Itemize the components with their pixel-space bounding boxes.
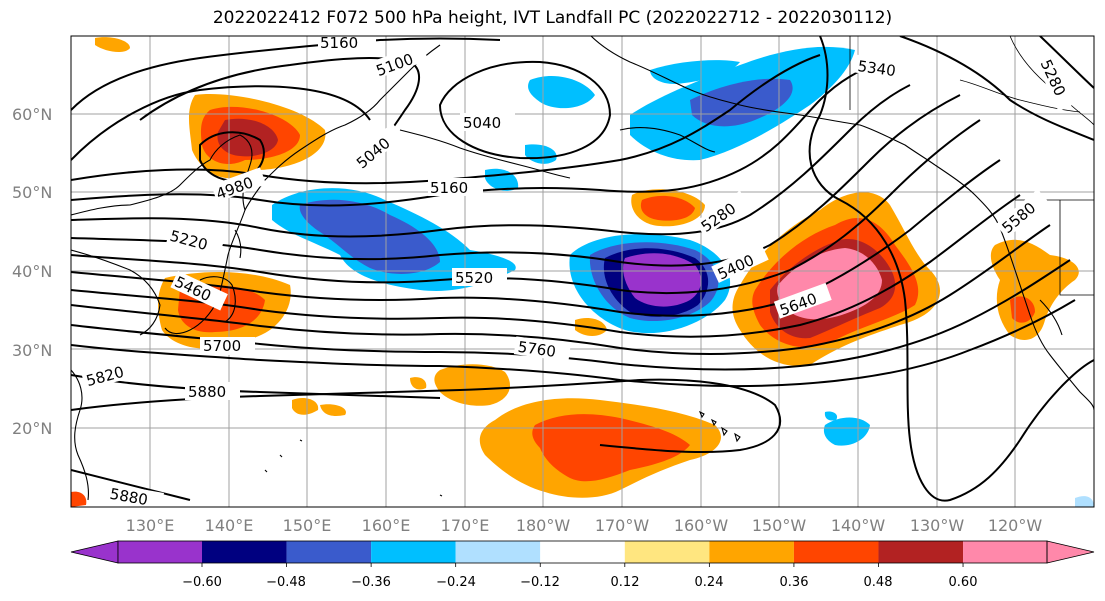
lon-label: 160°W — [674, 516, 729, 535]
colorbar-segment — [878, 541, 964, 563]
lon-label: 170°E — [441, 516, 490, 535]
map-frame — [70, 35, 1095, 508]
positive-anomaly-subtropical-1 — [434, 364, 510, 406]
colorbar-segment — [371, 541, 456, 563]
colorbar-tick-label: 0.12 — [611, 575, 640, 590]
lon-label: 150°E — [283, 516, 332, 535]
colorbar-tick-label: −0.12 — [520, 575, 560, 590]
lat-label: 40°N — [12, 262, 52, 281]
lon-label: 140°W — [831, 516, 886, 535]
contour-label: 5160 — [430, 179, 468, 197]
contour-label: 5880 — [188, 383, 226, 401]
lon-label: 180°W — [516, 516, 571, 535]
contour-label: 5880 — [108, 485, 149, 509]
colorbar-segment — [202, 541, 287, 563]
colorbar-tick-label: 0.36 — [780, 575, 809, 590]
coastlines — [71, 36, 1094, 501]
contour-label: 5040 — [463, 114, 501, 132]
lat-label: 30°N — [12, 341, 52, 360]
colorbar-tick-labels: −0.60 −0.48 −0.36 −0.24 −0.12 0.12 0.24 … — [182, 575, 977, 590]
colorbar-extend-low — [70, 540, 119, 564]
colorbar-tick-label: −0.48 — [266, 575, 306, 590]
colorbar-segment — [793, 541, 879, 563]
lon-label: 130°E — [126, 516, 175, 535]
longitude-labels: 130°E 140°E 150°E 160°E 170°E 180°W 170°… — [126, 516, 1043, 535]
map-title: 2022022412 F072 500 hPa height, IVT Land… — [212, 8, 893, 28]
lon-label: 160°E — [362, 516, 411, 535]
contour-label: 5700 — [203, 337, 241, 355]
colorbar-segment — [118, 541, 202, 563]
colorbar-segment — [963, 541, 1047, 563]
lon-label: 140°E — [205, 516, 254, 535]
colorbar-extend-high — [1046, 540, 1095, 564]
height-contours — [71, 36, 1094, 502]
colorbar-segment — [624, 541, 710, 563]
lon-label: 130°W — [910, 516, 965, 535]
lon-label: 170°W — [595, 516, 650, 535]
contour-label: 5760 — [517, 338, 557, 361]
colorbar-tick-label: 0.60 — [949, 575, 978, 590]
colorbar — [70, 540, 1095, 567]
lat-label: 60°N — [12, 105, 52, 124]
colorbar-outline — [117, 540, 1048, 564]
colorbar-segment — [540, 541, 625, 563]
colorbar-tick-label: −0.24 — [436, 575, 476, 590]
colorbar-segment — [286, 541, 372, 563]
contour-label: 5520 — [455, 269, 493, 287]
colorbar-tick-label: 0.48 — [864, 575, 893, 590]
colorbar-tick-label: 0.24 — [695, 575, 724, 590]
colorbar-tick-label: −0.60 — [182, 575, 222, 590]
colorbar-segment — [709, 541, 794, 563]
lat-label: 50°N — [12, 183, 52, 202]
latitude-labels: 20°N 30°N 40°N 50°N 60°N — [12, 105, 52, 438]
contour-label: 5340 — [857, 57, 897, 80]
contour-label: 5160 — [320, 34, 358, 52]
lon-label: 120°W — [988, 516, 1043, 535]
colorbar-tick-label: −0.36 — [351, 575, 391, 590]
contour-labels: 5160 5100 5040 5040 5340 5280 4980 5160 … — [81, 34, 1075, 509]
lon-label: 150°W — [752, 516, 807, 535]
colorbar-segment — [455, 541, 541, 563]
lat-label: 20°N — [12, 419, 52, 438]
